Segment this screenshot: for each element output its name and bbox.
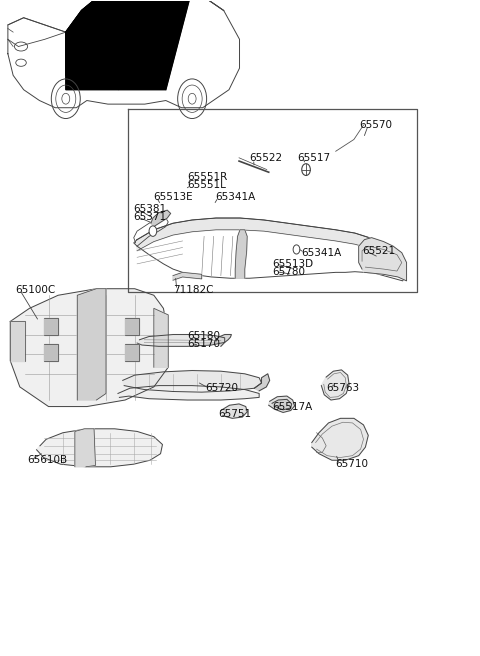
Polygon shape [269,396,295,413]
Polygon shape [75,429,96,467]
Polygon shape [125,318,140,335]
Text: 65720: 65720 [205,383,239,393]
Circle shape [302,164,311,175]
Text: 65610B: 65610B [27,455,67,465]
Text: 65100C: 65100C [15,285,55,295]
Polygon shape [137,218,393,259]
Polygon shape [66,0,192,90]
Text: 65371: 65371 [134,212,167,222]
Text: 65517A: 65517A [273,401,313,411]
Text: 65180: 65180 [187,331,220,341]
Text: 65570: 65570 [360,120,393,130]
Text: 65551R: 65551R [187,173,228,182]
Text: 65381: 65381 [134,204,167,214]
Text: 65551L: 65551L [187,180,226,190]
Polygon shape [312,419,368,461]
Polygon shape [125,344,140,361]
Text: 65763: 65763 [326,383,359,393]
Text: 65341A: 65341A [301,248,341,258]
Text: 65341A: 65341A [215,192,255,202]
Polygon shape [154,308,168,367]
Polygon shape [36,429,162,467]
Polygon shape [137,335,225,346]
Text: 65710: 65710 [336,459,369,469]
Text: 65521: 65521 [362,246,395,256]
Polygon shape [44,318,58,335]
Text: 65513E: 65513E [153,192,192,202]
Polygon shape [359,237,407,281]
Text: 65751: 65751 [218,409,252,419]
Polygon shape [123,371,262,392]
Polygon shape [173,272,202,280]
Polygon shape [44,344,58,361]
Text: 65780: 65780 [273,267,306,277]
Polygon shape [216,335,231,346]
Polygon shape [10,321,24,361]
Polygon shape [66,0,119,83]
Polygon shape [254,374,270,391]
Polygon shape [118,386,259,400]
Polygon shape [322,370,349,400]
Polygon shape [235,230,247,278]
Text: 71182C: 71182C [173,285,214,295]
Text: 65170: 65170 [187,338,220,349]
Polygon shape [10,289,168,407]
Polygon shape [77,289,106,400]
Circle shape [149,226,157,236]
Text: 65517: 65517 [298,153,331,163]
Polygon shape [151,210,170,226]
Polygon shape [272,400,292,410]
Polygon shape [221,404,247,419]
Text: 65513D: 65513D [273,259,313,269]
Circle shape [293,245,300,254]
Text: 65522: 65522 [250,153,283,163]
